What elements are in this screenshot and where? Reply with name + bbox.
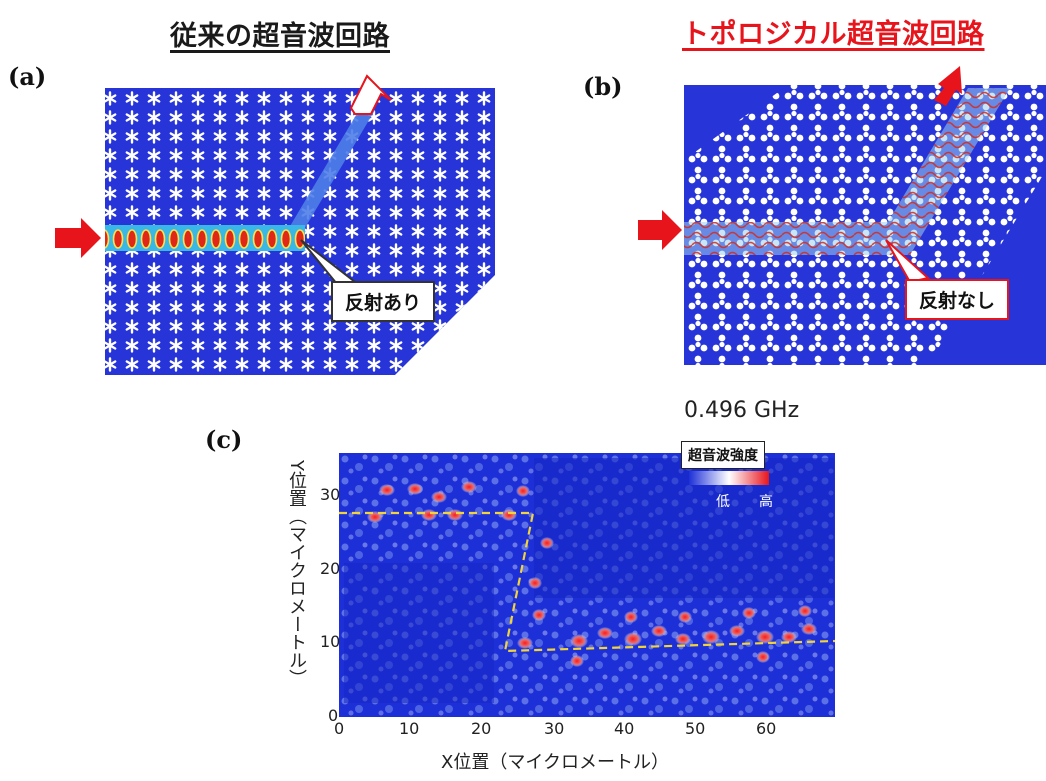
- path-outline: [339, 511, 835, 653]
- input-arrow: [55, 218, 101, 258]
- colorbar: [689, 471, 769, 485]
- y-tick-10: 10: [320, 632, 341, 651]
- no-reflection-callout: 反射なし: [905, 279, 1010, 320]
- x-tick-20: 20: [471, 719, 492, 738]
- input-arrow-b: [638, 210, 682, 250]
- output-arrow-outline: [349, 74, 392, 115]
- legend-high-label: 高: [759, 494, 773, 510]
- y-tick-20: 20: [320, 559, 341, 578]
- panel-a-diagram: [55, 74, 495, 375]
- legend-low-label: 低: [716, 494, 730, 510]
- reflection-callout: 反射あり: [331, 281, 436, 322]
- x-tick-60: 60: [756, 719, 777, 738]
- y-tick-30: 30: [320, 485, 341, 504]
- x-tick-30: 30: [544, 719, 565, 738]
- panel-a-title: 従来の超音波回路: [170, 21, 390, 52]
- y-axis-title: Y位置（マイクロメートル）: [286, 460, 307, 687]
- panel-a-label: (a): [8, 62, 47, 91]
- x-tick-0: 0: [334, 719, 345, 738]
- x-tick-50: 50: [685, 719, 706, 738]
- waveguide-diagonal: [283, 110, 375, 238]
- y-tick-0: 0: [328, 706, 339, 725]
- panel-c-label: (c): [205, 425, 243, 454]
- x-tick-40: 40: [614, 719, 635, 738]
- x-axis-title: X位置（マイクロメートル）: [441, 752, 669, 773]
- x-tick-10: 10: [399, 719, 420, 738]
- frequency-label: 0.496 GHz: [684, 398, 800, 423]
- panel-b-title: トポロジカル超音波回路: [682, 19, 985, 50]
- intensity-map: [339, 453, 835, 717]
- waveguide-horizontal: [105, 225, 305, 251]
- legend-title: 超音波強度: [681, 441, 765, 469]
- output-arrow: [934, 66, 962, 106]
- panel-b-label: (b): [583, 72, 623, 101]
